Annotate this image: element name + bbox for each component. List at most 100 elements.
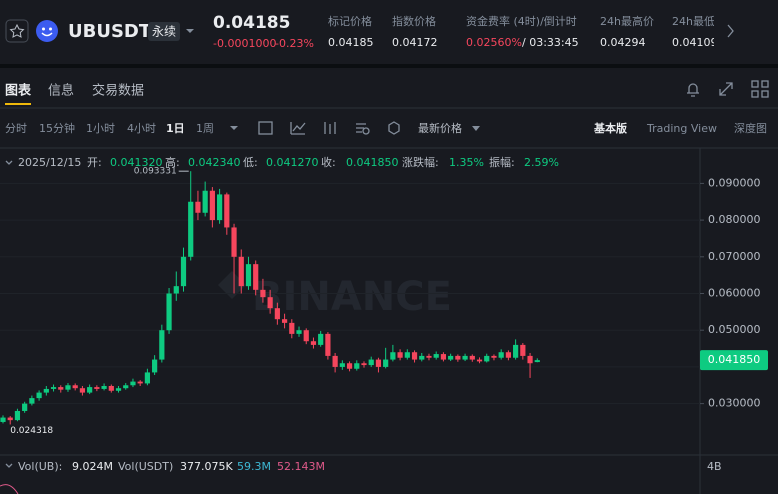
layout-icon[interactable]	[751, 90, 759, 98]
coin-smile	[41, 32, 53, 37]
interval[interactable]: 1小时	[86, 122, 115, 135]
candle-body	[296, 330, 302, 334]
min-label: 0.024318	[10, 426, 53, 436]
y-tick-label: 0.080000	[708, 213, 761, 226]
volume-value: 9.024M	[72, 460, 113, 473]
candle-body	[390, 352, 396, 360]
collapse-icon[interactable]	[5, 160, 13, 165]
candle-body	[383, 359, 389, 367]
favorite-button[interactable]	[5, 19, 29, 43]
interval-dropdown[interactable]	[230, 126, 238, 130]
interval[interactable]: 分时	[5, 122, 27, 135]
candle-icon[interactable]	[324, 122, 336, 134]
stats-fade	[714, 5, 778, 60]
candle-body	[79, 388, 86, 393]
candle-body	[361, 363, 367, 366]
volume-ma: 59.3M	[237, 460, 271, 473]
info-label: 低:	[243, 156, 258, 169]
candle-body	[238, 256, 244, 287]
fullscreen-icon[interactable]	[719, 82, 733, 96]
candle-body	[354, 363, 360, 369]
volume-axis-label: 4B	[707, 460, 722, 473]
view[interactable]: Trading View	[646, 122, 717, 135]
candle-body	[123, 385, 129, 389]
stat-label: 标记价格	[328, 14, 372, 28]
layout-icon[interactable]	[761, 90, 769, 98]
tab-active[interactable]: 图表	[5, 83, 32, 99]
interval[interactable]: 4小时	[127, 122, 156, 135]
volume-label: Vol(UB):	[18, 460, 62, 473]
y-tick-label: 0.070000	[708, 250, 761, 263]
interval-active[interactable]: 1日	[166, 122, 185, 135]
candle-body	[195, 201, 201, 213]
watermark: BINANCE	[252, 274, 452, 320]
price-type[interactable]: 最新价格	[418, 121, 462, 135]
symbol: UBUSDT	[68, 21, 152, 42]
coin-icon	[36, 20, 58, 42]
candle-body	[7, 417, 13, 421]
candle-body	[43, 388, 49, 393]
candle-body	[224, 194, 230, 228]
stat-label: 指数价格	[392, 14, 436, 28]
indicator-icon[interactable]	[290, 122, 306, 135]
candle-body	[534, 360, 540, 363]
candle-body	[180, 256, 187, 287]
y-tick-label: 0.050000	[708, 323, 761, 336]
candle-body	[159, 330, 165, 360]
contract-type: 永续	[152, 25, 176, 39]
view[interactable]: 深度图	[734, 121, 767, 135]
info-label: 收:	[321, 155, 336, 169]
candle-body	[166, 293, 172, 331]
candle-body	[303, 330, 309, 342]
collapse-icon[interactable]	[5, 463, 13, 468]
last-price-box	[700, 350, 768, 371]
draw-icon[interactable]	[356, 123, 366, 133]
candle-body	[202, 190, 208, 213]
candle-body	[115, 388, 122, 391]
draw-icon[interactable]	[362, 127, 370, 135]
info-value: 0.041850	[346, 156, 399, 169]
tab[interactable]: 信息	[48, 83, 74, 99]
settings-icon[interactable]	[388, 121, 400, 135]
y-tick-label: 0.090000	[708, 176, 761, 189]
dropdown-arrow[interactable]	[186, 29, 194, 33]
price-type-arrow[interactable]	[472, 126, 480, 131]
interval[interactable]: 1周	[196, 122, 214, 135]
stat-value: 0.02560%	[466, 36, 522, 49]
candle-body	[188, 201, 194, 257]
candle-body	[440, 354, 447, 360]
candle-body	[426, 355, 432, 358]
candle-body	[339, 363, 345, 367]
stat-value: 0.04294	[600, 36, 646, 49]
tab[interactable]: 交易数据	[92, 83, 144, 99]
candle-body	[419, 355, 425, 360]
candle-body	[209, 190, 215, 221]
candle-body	[274, 308, 280, 320]
interval[interactable]: 15分钟	[39, 121, 75, 135]
price-change-pct: -0.23%	[275, 37, 314, 50]
stat-label: 资金费率 (4时)/倒计时	[466, 14, 577, 28]
candle-body	[375, 359, 382, 367]
alert-icon[interactable]	[687, 83, 699, 97]
candle-body	[527, 355, 533, 364]
view-active[interactable]: 基本版	[593, 121, 627, 135]
stat-extra: / 03:33:45	[522, 36, 579, 49]
stat-value: 0.04172	[392, 36, 438, 49]
candle-body	[137, 381, 143, 384]
candle-body	[144, 372, 150, 384]
tab-underline	[5, 103, 31, 105]
contract-tag	[148, 22, 180, 41]
candle-body	[0, 417, 6, 422]
candle-body	[108, 385, 114, 391]
layout-icon[interactable]	[761, 80, 769, 88]
layout-icon[interactable]	[751, 80, 759, 88]
candle-body	[505, 352, 511, 358]
calendar-icon[interactable]	[258, 121, 273, 135]
y-tick-label: 0.030000	[708, 397, 761, 410]
candle-body	[318, 333, 324, 345]
candle-body	[281, 319, 288, 323]
scroll-arrow[interactable]	[727, 24, 734, 38]
candle-body	[325, 333, 331, 356]
candle-body	[50, 387, 57, 389]
candle-body	[520, 344, 526, 356]
